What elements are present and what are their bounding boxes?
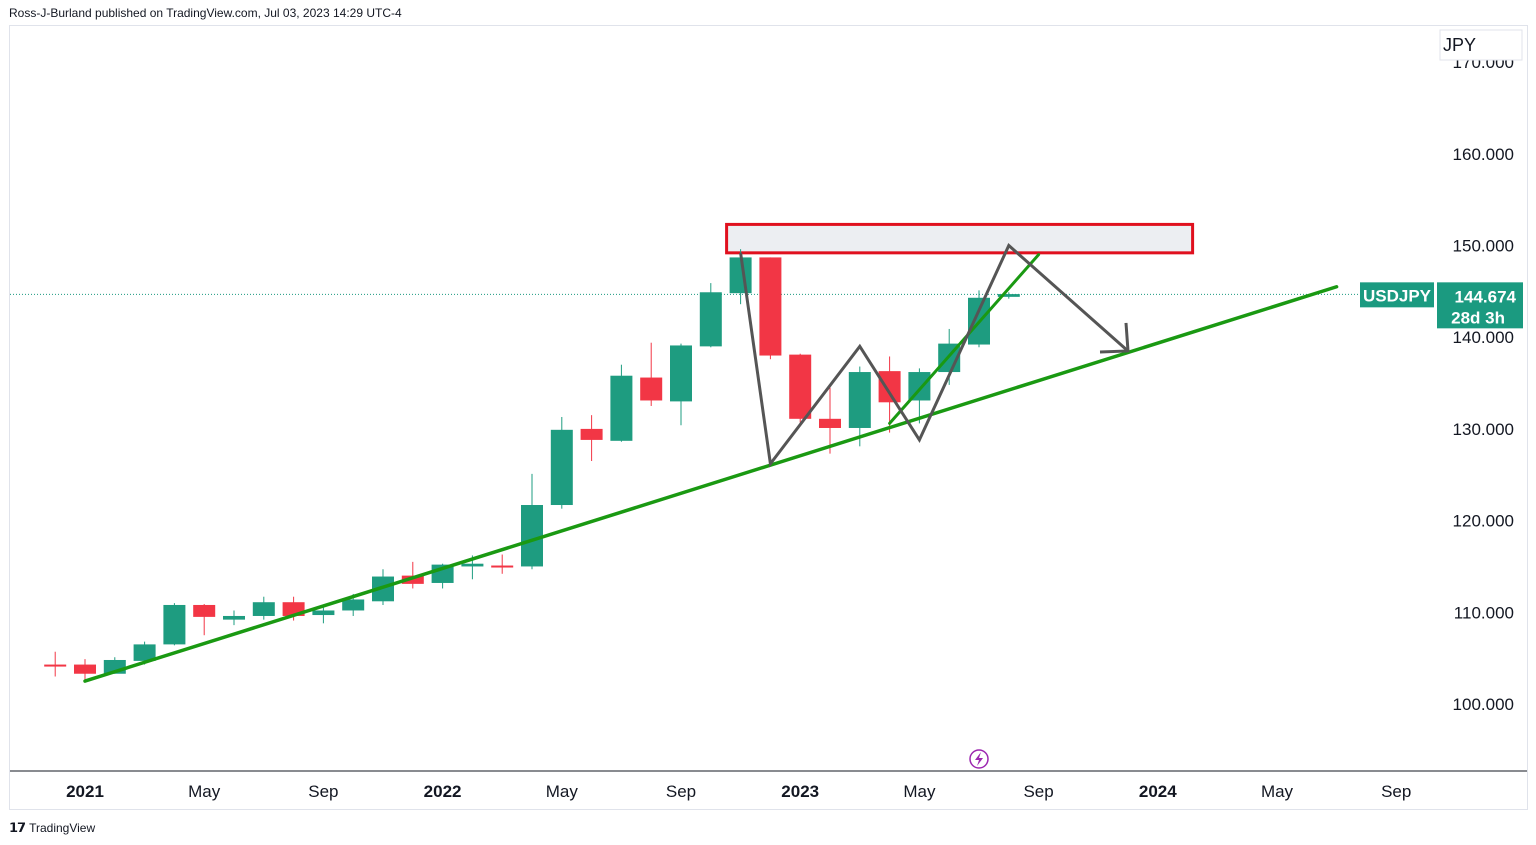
supply-zone-rect [725, 222, 1195, 255]
candle-body [908, 372, 931, 401]
candle-body [878, 371, 901, 403]
x-tick-label: 2022 [424, 782, 462, 801]
y-tick-label: 140.000 [1453, 328, 1514, 347]
x-tick-label: Sep [1381, 782, 1411, 801]
x-tick-label: 2024 [1139, 782, 1177, 801]
candle-body [252, 602, 275, 616]
arrow-head-icon [1099, 322, 1130, 354]
candle-body [789, 354, 812, 419]
candle [670, 343, 692, 426]
candle [789, 353, 812, 423]
lightning-icon-bolt [975, 752, 983, 766]
candle-body [699, 292, 722, 347]
candle [610, 364, 633, 442]
countdown-label: 28d 3h [1451, 308, 1505, 327]
lightning-icon [969, 749, 989, 769]
y-tick-label: 110.000 [1454, 603, 1514, 622]
tradingview-footer[interactable]: 𝟭𝟳 TradingView [9, 820, 95, 836]
y-tick-label: 150.000 [1453, 237, 1514, 256]
last-price-label: USDJPY 144.674 28d 3h [1360, 282, 1523, 329]
candle [252, 596, 275, 620]
candle [223, 610, 245, 626]
candle [44, 651, 67, 677]
candle-body [461, 563, 484, 567]
candle-body [223, 615, 245, 620]
candle [74, 659, 96, 681]
candle-body [521, 505, 543, 567]
currency-label-box [1439, 29, 1523, 61]
candle-body [342, 599, 365, 611]
candle [819, 387, 841, 454]
candle [848, 366, 871, 447]
chart-frame [9, 25, 1528, 810]
currency-label: JPY [1443, 35, 1476, 55]
candle-body [401, 575, 424, 584]
publisher-line: Ross-J-Burland published on TradingView.… [9, 6, 402, 20]
candle-body [133, 644, 156, 661]
candle [521, 473, 543, 570]
candle-body [193, 604, 216, 617]
tradingview-logo-icon: 𝟭𝟳 [9, 820, 26, 835]
candle [640, 342, 663, 406]
candle [491, 554, 514, 574]
candle-body [997, 294, 1020, 297]
x-tick-label: Sep [1023, 782, 1053, 801]
candle-body [580, 428, 603, 440]
x-tick-label: 2023 [781, 782, 819, 801]
candle-body [819, 418, 841, 428]
y-tick-label: 120.000 [1453, 512, 1514, 531]
main-trendline [83, 285, 1339, 683]
x-tick-label: May [1261, 782, 1294, 801]
x-tick-label: Sep [666, 782, 696, 801]
candle-body [610, 375, 633, 441]
candle-body [848, 372, 871, 428]
x-tick-label: Sep [308, 782, 338, 801]
candle [193, 604, 216, 636]
x-tick-label: May [903, 782, 936, 801]
y-tick-label: 160.000 [1453, 145, 1514, 164]
x-tick-label: May [188, 782, 221, 801]
x-tick-label: May [546, 782, 579, 801]
steep-trendline [888, 253, 1041, 425]
candle-body [163, 604, 186, 645]
x-tick-label: 2021 [66, 782, 104, 801]
candle [997, 292, 1020, 299]
y-tick-label: 130.000 [1453, 420, 1514, 439]
candle-body [312, 610, 335, 616]
candle [699, 283, 722, 348]
candle-body [670, 345, 692, 402]
candle [163, 603, 186, 646]
footer-brand: TradingView [29, 821, 96, 835]
candle [968, 290, 990, 348]
price-label-value: 144.674 [1455, 287, 1517, 306]
symbol-label: USDJPY [1363, 286, 1432, 305]
candle-body [491, 565, 514, 568]
candle [759, 257, 782, 360]
pattern-path [739, 243, 1129, 468]
candle-body [44, 664, 67, 667]
candle [550, 416, 573, 509]
candle-body [640, 377, 663, 401]
price-label-bg [1437, 282, 1523, 329]
candle [580, 415, 603, 461]
candle [312, 604, 335, 624]
y-tick-label: 100.000 [1453, 695, 1514, 714]
symbol-label-bg [1360, 282, 1434, 308]
candle [401, 561, 424, 589]
candle-body [550, 429, 573, 506]
candle-body [759, 257, 782, 356]
candle-body [74, 664, 96, 674]
candle [908, 368, 931, 424]
